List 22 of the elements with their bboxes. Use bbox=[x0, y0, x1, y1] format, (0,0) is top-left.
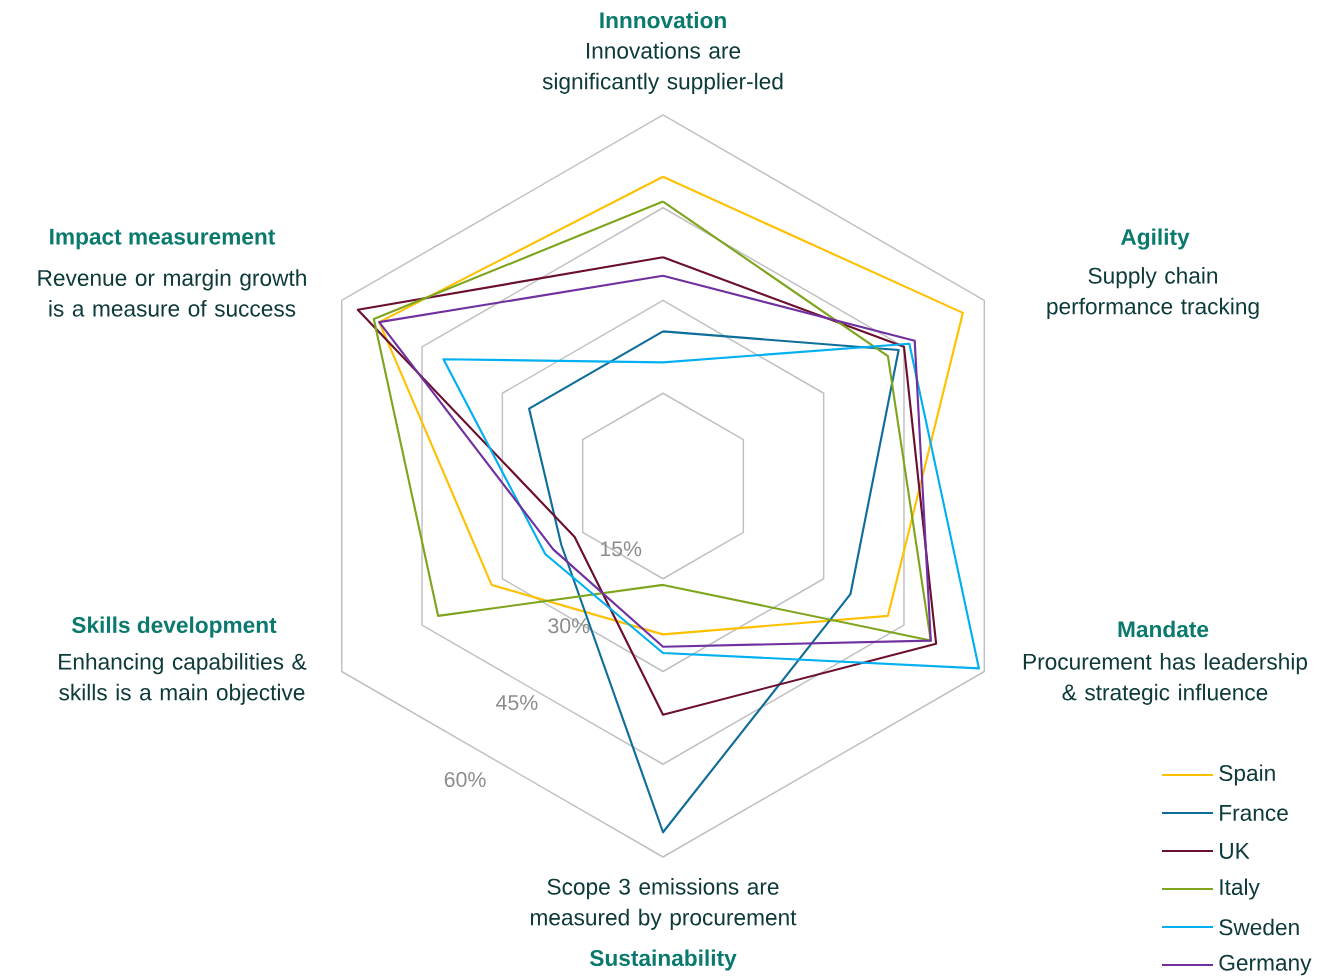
y-tick-label: 30% bbox=[548, 618, 590, 634]
y-tick-label: 15% bbox=[600, 541, 642, 557]
text: Innovations are significantly supplier-led bbox=[542, 42, 783, 94]
spoke-label: Innnovation bbox=[600, 11, 726, 29]
legend-label: Spain bbox=[1219, 764, 1275, 786]
legend-label: France bbox=[1220, 805, 1288, 821]
text: Scope 3 emissions are measured by procurement bbox=[530, 878, 797, 930]
text: Enhancing capabilities & skills is a main objective bbox=[59, 653, 307, 705]
legend-label: Germany bbox=[1219, 954, 1312, 976]
spoke-label: Skills development bbox=[71, 616, 277, 638]
text: Procurement has leadership & strategic influence bbox=[1023, 653, 1307, 705]
text: Revenue or margin growth is a measure of success bbox=[38, 269, 306, 317]
text: Supply chain performance tracking bbox=[1047, 267, 1259, 319]
y-tick-label: 60% bbox=[444, 771, 486, 788]
legend-label: Italy bbox=[1220, 878, 1260, 900]
y-tick-label: 45% bbox=[496, 695, 538, 711]
spoke-label: Agility bbox=[1120, 228, 1190, 250]
legend-label: Sweden bbox=[1219, 918, 1299, 936]
spoke-label: Impact measurement bbox=[50, 228, 276, 250]
spoke-label: Mandate bbox=[1118, 620, 1209, 638]
legend-label: UK bbox=[1220, 843, 1250, 859]
spoke-label: Sustainability bbox=[589, 949, 737, 971]
